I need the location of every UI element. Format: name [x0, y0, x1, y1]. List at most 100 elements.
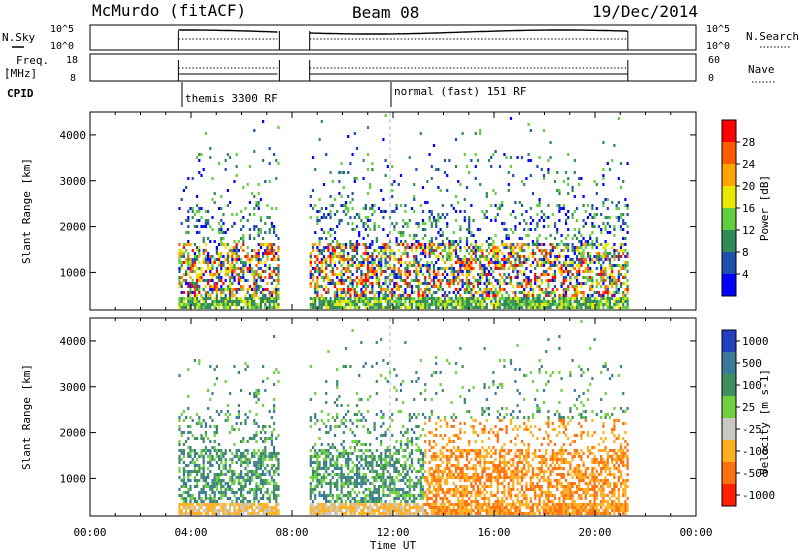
heatmap-cell: [375, 237, 378, 240]
heatmap-cell: [333, 509, 337, 512]
heatmap-cell: [602, 183, 605, 186]
heatmap-cell: [320, 485, 323, 488]
heatmap-cell: [342, 297, 345, 300]
heatmap-cell: [268, 506, 271, 509]
heatmap-cell: [441, 240, 444, 243]
heatmap-cell: [366, 153, 370, 156]
heatmap-cell: [483, 291, 486, 294]
heatmap-cell: [428, 243, 431, 246]
heatmap-cell: [408, 285, 411, 288]
heatmap-cell: [338, 303, 341, 306]
heatmap-cell: [382, 494, 385, 497]
heatmap-cell: [342, 291, 345, 294]
heatmap-cell: [406, 264, 409, 267]
heatmap-cell: [207, 509, 210, 512]
heatmap-cell: [362, 497, 365, 500]
cpid-segment-normal: normal (fast) 151 RF: [394, 85, 526, 98]
heatmap-cell: [542, 213, 546, 216]
heatmap-cell: [494, 252, 497, 255]
heatmap-cell: [551, 276, 554, 279]
heatmap-cell: [353, 246, 356, 249]
heatmap-cell: [248, 297, 251, 300]
heatmap-cell: [342, 252, 345, 255]
heatmap-cell: [235, 503, 238, 506]
heatmap-cell: [578, 177, 581, 180]
heatmap-cell: [253, 285, 256, 288]
heatmap-cell: [600, 297, 603, 300]
heatmap-cell: [474, 279, 477, 282]
heatmap-cell: [564, 288, 568, 291]
heatmap-cell: [333, 425, 337, 428]
heatmap-cell: [207, 306, 210, 309]
heatmap-cell: [391, 222, 394, 225]
heatmap-cell: [362, 177, 365, 180]
heatmap-cell: [619, 264, 623, 267]
heatmap-cell: [481, 249, 484, 252]
heatmap-cell: [255, 467, 258, 470]
heatmap-cell: [325, 207, 328, 210]
heatmap-cell: [351, 273, 354, 276]
heatmap-cell: [180, 297, 183, 300]
heatmap-cell: [209, 488, 212, 491]
heatmap-cell: [270, 252, 273, 255]
heatmap-cell: [262, 365, 265, 368]
heatmap-cell: [191, 494, 194, 497]
heatmap-cell: [505, 243, 508, 246]
heatmap-cell: [342, 455, 345, 458]
heatmap-cell: [604, 255, 607, 258]
heatmap-cell: [369, 500, 372, 503]
heatmap-cell: [198, 246, 201, 249]
heatmap-cell: [373, 485, 376, 488]
heatmap-cell: [465, 300, 469, 303]
heatmap-cell: [448, 279, 451, 282]
heatmap-cell: [322, 297, 326, 300]
heatmap-cell: [465, 297, 469, 300]
heatmap-cell: [257, 506, 260, 509]
heatmap-cell: [333, 303, 337, 306]
heatmap-cell: [342, 440, 345, 443]
heatmap-cell: [410, 243, 414, 246]
heatmap-cell: [424, 276, 427, 279]
heatmap-cell: [481, 243, 484, 246]
heatmap-cell: [529, 252, 532, 255]
heatmap-cell: [255, 431, 258, 434]
heatmap-cell: [251, 288, 254, 291]
heatmap-cell: [371, 264, 374, 267]
heatmap-cell: [584, 303, 587, 306]
heatmap-cell: [351, 488, 354, 491]
heatmap-cell: [189, 470, 192, 473]
heatmap-cell: [366, 506, 370, 509]
heatmap-cell: [226, 261, 229, 264]
heatmap-cell: [487, 237, 491, 240]
heatmap-cell: [492, 276, 495, 279]
heatmap-cell: [384, 282, 387, 285]
heatmap-cell: [314, 497, 317, 500]
heatmap-cell: [549, 300, 552, 303]
heatmap-cell: [589, 213, 592, 216]
heatmap-cell: [240, 389, 243, 392]
heatmap-cell: [255, 389, 258, 392]
heatmap-cell: [347, 467, 350, 470]
heatmap-cell: [602, 270, 605, 273]
heatmap-cell: [545, 237, 548, 240]
heatmap-cell: [582, 219, 585, 222]
heatmap-cell: [244, 419, 247, 422]
heatmap-cell: [200, 279, 203, 282]
heatmap-cell: [459, 270, 462, 273]
heatmap-cell: [435, 237, 438, 240]
heatmap-cell: [193, 243, 196, 246]
heatmap-cell: [242, 461, 245, 464]
heatmap-cell: [490, 273, 493, 276]
heatmap-cell: [611, 270, 614, 273]
heatmap-cell: [204, 494, 207, 497]
heatmap-cell: [454, 246, 458, 249]
heatmap-cell: [470, 300, 473, 303]
heatmap-cell: [490, 249, 493, 252]
heatmap-cell: [229, 470, 232, 473]
heatmap-cell: [309, 276, 312, 279]
heatmap-cell: [224, 267, 227, 270]
heatmap-cell: [226, 404, 229, 407]
heatmap-cell: [264, 455, 267, 458]
heatmap-cell: [262, 159, 265, 162]
heatmap-cell: [437, 216, 440, 219]
